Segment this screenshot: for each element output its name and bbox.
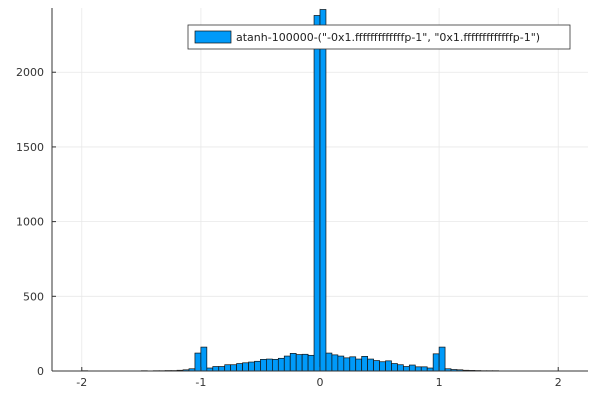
histogram-bar xyxy=(432,353,440,372)
histogram-bar xyxy=(194,352,202,372)
histogram-bar xyxy=(307,354,315,372)
histogram-bar xyxy=(385,360,392,372)
histogram-bar xyxy=(373,360,380,372)
x-tick-labels: -2 -1 0 1 2 xyxy=(76,367,562,389)
x-tick-label: -1 xyxy=(195,376,206,389)
y-tick-label: 1000 xyxy=(16,216,44,229)
legend-label: atanh-100000-("-0x1.fffffffffffffp-1", "… xyxy=(236,31,540,44)
histogram-bar xyxy=(414,366,422,372)
histogram-bar xyxy=(277,357,285,372)
histogram-bar xyxy=(403,366,410,372)
histogram-bar xyxy=(200,346,208,372)
histogram-bar xyxy=(438,346,446,372)
histogram-bar xyxy=(337,355,345,372)
histogram-bar xyxy=(408,364,416,372)
histogram-bar xyxy=(397,364,404,372)
histogram-bar xyxy=(236,363,243,372)
histogram-bar xyxy=(295,354,303,372)
histogram-bar xyxy=(248,361,255,372)
histogram-bar xyxy=(391,363,398,372)
legend-swatch xyxy=(194,30,232,44)
histogram-bar xyxy=(343,357,351,372)
legend-box xyxy=(187,24,571,50)
histogram-bar xyxy=(420,366,428,372)
histogram-bar xyxy=(331,354,339,372)
histogram-bar xyxy=(254,360,261,372)
histogram-bar xyxy=(325,352,333,372)
histogram-bar xyxy=(224,364,232,372)
histogram-bar xyxy=(367,358,374,372)
histogram-bar xyxy=(242,362,249,372)
x-tick-label: 1 xyxy=(436,376,443,389)
y-tick-label: 1500 xyxy=(16,141,44,154)
histogram-bar xyxy=(319,9,327,372)
histogram-bar xyxy=(301,353,309,372)
histogram-bars xyxy=(81,9,559,372)
histogram-bar xyxy=(313,15,321,372)
histogram-bar xyxy=(361,356,368,372)
x-tick-label: 2 xyxy=(555,376,562,389)
y-tick-labels: 0 500 1000 1500 2000 xyxy=(16,66,56,378)
histogram-bar xyxy=(266,358,273,372)
x-tick-label: 0 xyxy=(317,376,324,389)
histogram-bar xyxy=(212,366,220,372)
histogram-bar xyxy=(272,358,279,372)
legend: atanh-100000-("-0x1.fffffffffffffp-1", "… xyxy=(187,24,571,50)
histogram-bar xyxy=(349,356,357,372)
x-tick-label: -2 xyxy=(76,376,87,389)
histogram-bar xyxy=(379,361,386,372)
histogram-bar xyxy=(218,366,226,372)
histogram-bar xyxy=(289,353,297,372)
histogram-bar xyxy=(260,358,267,372)
y-tick-label: 0 xyxy=(37,365,44,378)
histogram-bar xyxy=(283,355,291,372)
histogram-bar xyxy=(355,358,363,372)
histogram-bar xyxy=(230,364,237,372)
y-tick-label: 500 xyxy=(23,290,44,303)
y-tick-label: 2000 xyxy=(16,66,44,79)
